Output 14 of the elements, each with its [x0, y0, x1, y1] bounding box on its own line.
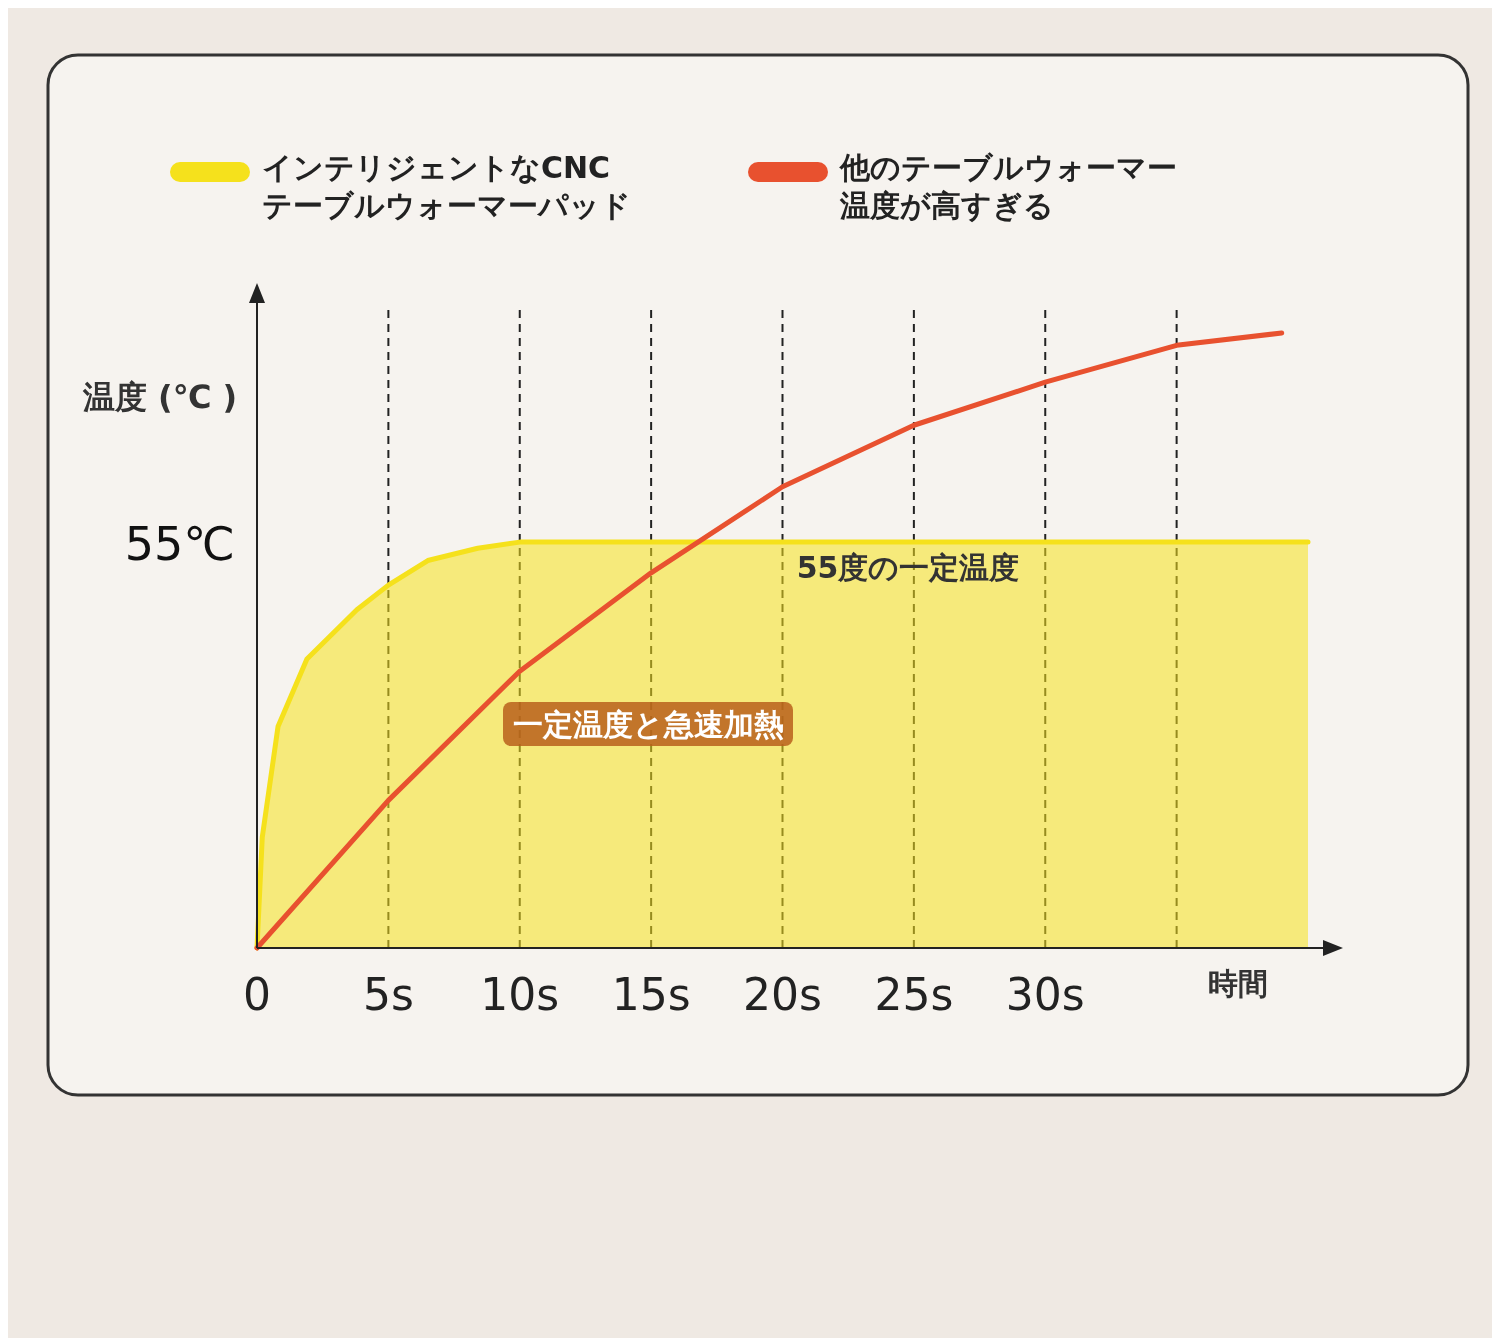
- legend-label: 他のテーブルウォーマー温度が高すぎる: [839, 150, 1177, 223]
- text: 55℃: [124, 517, 235, 571]
- legend-label: インテリジェントなCNCテーブルウォーマーパッド: [262, 150, 631, 223]
- x-tick-label: 10s: [480, 969, 560, 1020]
- annotation: 55度の一定温度: [796, 550, 1020, 585]
- x-axis-title: 時間: [1208, 966, 1268, 1001]
- x-tick-label: 20s: [743, 969, 822, 1020]
- x-tick-label: 15s: [611, 969, 691, 1020]
- x-tick-label: 25s: [874, 969, 954, 1020]
- x-tick-label: 30s: [1005, 969, 1085, 1020]
- annotation: 一定温度と急速加熱: [512, 707, 784, 742]
- x-tick-label: 5s: [362, 969, 414, 1020]
- x-tick-label: 0: [243, 969, 271, 1020]
- y-axis-title: 温度 (℃ ): [81, 378, 238, 416]
